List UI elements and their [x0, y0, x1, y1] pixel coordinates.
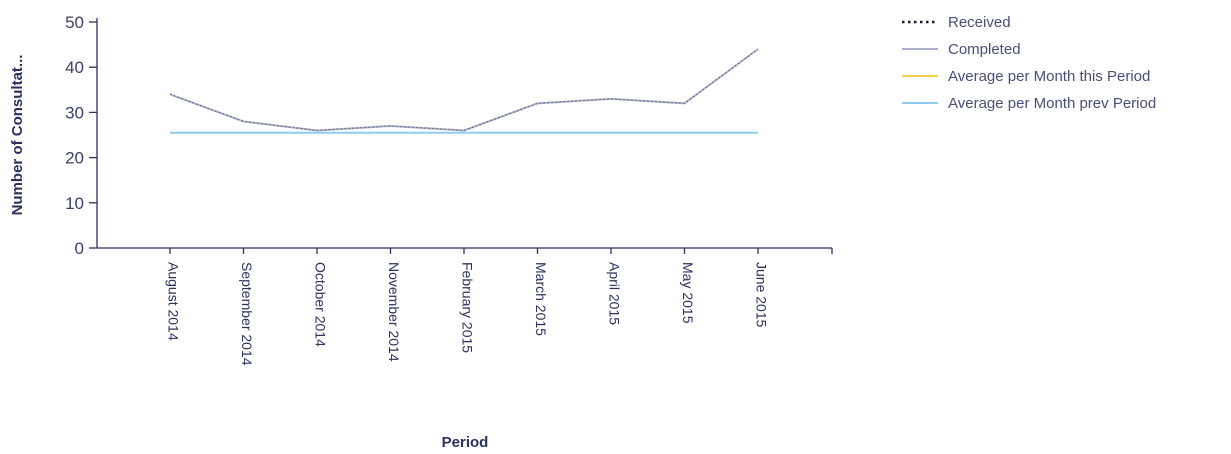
y-tick-label: 50 — [65, 13, 84, 32]
x-tick-label: September 2014 — [239, 262, 255, 366]
x-tick-label: April 2015 — [606, 262, 622, 325]
y-tick-label: 40 — [65, 58, 84, 77]
x-tick-label: June 2015 — [753, 262, 769, 328]
x-tick-label: February 2015 — [459, 262, 475, 353]
series-line-0 — [169, 48, 759, 131]
x-tick-label: October 2014 — [312, 262, 328, 347]
x-axis-title: Period — [442, 434, 489, 451]
y-tick-label: 0 — [75, 239, 84, 258]
legend-label: Average per Month prev Period — [948, 95, 1156, 112]
legend-label: Completed — [948, 41, 1021, 58]
y-tick-label: 20 — [65, 149, 84, 168]
x-tick-label: May 2015 — [680, 262, 696, 324]
x-tick-label: November 2014 — [386, 262, 402, 362]
y-axis: 0 10 20 30 40 50 — [65, 13, 98, 258]
y-tick-label: 10 — [65, 194, 84, 213]
x-tick-label: August 2014 — [165, 262, 181, 341]
series-layer — [169, 48, 759, 134]
x-tick-label: March 2015 — [533, 262, 549, 336]
y-tick-label: 30 — [65, 103, 84, 122]
series-line-1 — [169, 48, 759, 132]
x-axis: August 2014 September 2014 October 2014 Nov… — [97, 247, 833, 366]
legend: Received Completed Average per Month this … — [902, 14, 1156, 112]
y-axis-title: Number of Consultat... — [9, 55, 26, 216]
legend-label: Average per Month this Period — [948, 68, 1150, 85]
legend-label: Received — [948, 14, 1011, 31]
